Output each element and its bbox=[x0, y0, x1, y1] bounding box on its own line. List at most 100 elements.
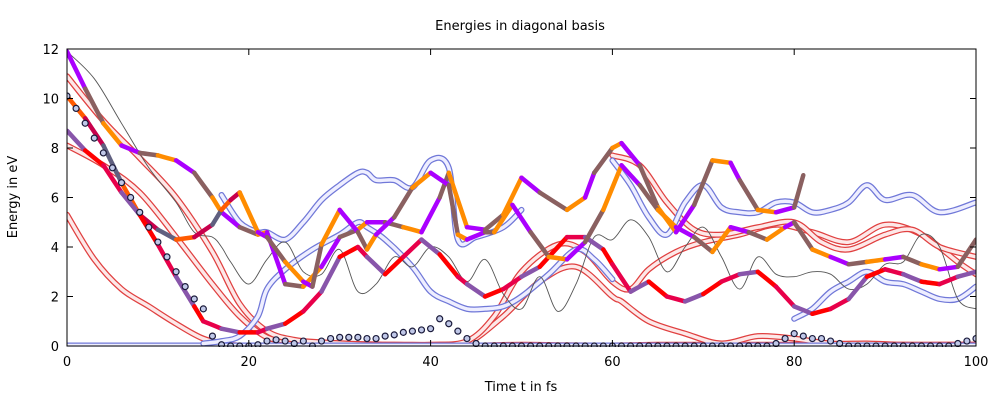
circle-marker bbox=[327, 334, 335, 343]
hot-segment bbox=[755, 269, 779, 289]
circle-marker bbox=[390, 331, 398, 339]
hot-segment bbox=[137, 150, 161, 158]
circle-marker bbox=[263, 337, 271, 345]
hot-segment bbox=[791, 172, 806, 210]
circle-marker bbox=[363, 334, 371, 343]
circle-marker bbox=[181, 283, 189, 291]
series-1-ribbon-red bbox=[67, 142, 976, 347]
circle-marker bbox=[372, 334, 380, 343]
series-5-ribbon-blue bbox=[200, 219, 616, 347]
circle-marker bbox=[108, 164, 117, 172]
x-tick-label: 0 bbox=[63, 355, 71, 370]
circle-marker bbox=[417, 326, 426, 334]
axis-ticks: 0 20 40 60 80 100 0 2 4 6 8 10 12 bbox=[42, 43, 988, 370]
circle-marker bbox=[290, 339, 298, 347]
hot-segment bbox=[173, 158, 197, 176]
x-tick-label: 20 bbox=[241, 355, 258, 370]
hot-segment bbox=[364, 232, 379, 252]
hot-segment bbox=[937, 264, 961, 272]
y-tick-label: 0 bbox=[51, 340, 59, 355]
hot-segment bbox=[664, 294, 688, 304]
circle-marker bbox=[281, 337, 289, 345]
hot-segment bbox=[546, 254, 570, 262]
hot-segment bbox=[419, 237, 442, 257]
hot-segment bbox=[601, 247, 615, 267]
hot-segment bbox=[446, 170, 470, 230]
hot-segment bbox=[682, 291, 706, 304]
circle-marker bbox=[99, 149, 107, 157]
y-tick-label: 6 bbox=[51, 192, 59, 207]
series-9-thin bbox=[67, 51, 976, 312]
hot-segment bbox=[882, 254, 906, 262]
series-13-hot bbox=[237, 163, 976, 289]
circle-marker bbox=[345, 333, 353, 341]
ribbon-core bbox=[67, 74, 976, 347]
hot-segment bbox=[301, 289, 324, 314]
hot-segment bbox=[282, 309, 306, 326]
circle-marker bbox=[826, 337, 835, 345]
circle-marker bbox=[72, 104, 80, 113]
circle-marker bbox=[81, 119, 89, 127]
circle-marker bbox=[208, 332, 217, 340]
hot-segment bbox=[364, 254, 388, 277]
circle-marker bbox=[199, 305, 207, 313]
hot-segment bbox=[282, 281, 306, 289]
hot-segment bbox=[391, 185, 415, 220]
hot-segment bbox=[310, 242, 324, 289]
circle-marker bbox=[172, 268, 180, 276]
circle-marker bbox=[436, 315, 444, 323]
hot-segment bbox=[719, 271, 742, 284]
circle-marker bbox=[972, 334, 976, 343]
series-8-ribbon-blue bbox=[791, 268, 976, 322]
hot-segment bbox=[810, 247, 833, 260]
circle-marker bbox=[145, 223, 153, 231]
circle-marker bbox=[427, 325, 435, 333]
hot-segment bbox=[173, 234, 197, 242]
series-7-ribbon-blue bbox=[609, 157, 976, 238]
hot-segment bbox=[601, 163, 624, 213]
hot-segment bbox=[646, 279, 670, 299]
circle-marker bbox=[963, 337, 971, 345]
hot-segment bbox=[764, 224, 788, 242]
circle-marker bbox=[817, 334, 826, 343]
hot-segment bbox=[537, 234, 570, 270]
x-tick-label: 80 bbox=[786, 355, 803, 370]
x-tick-label: 60 bbox=[604, 355, 621, 370]
hot-segment bbox=[746, 229, 770, 242]
hot-segment bbox=[155, 153, 179, 163]
circle-marker bbox=[472, 339, 480, 347]
hot-segment bbox=[955, 237, 976, 270]
hot-segment bbox=[264, 321, 288, 331]
y-tick-label: 4 bbox=[51, 241, 59, 256]
hot-segment bbox=[901, 271, 924, 284]
series-10-hot bbox=[67, 49, 806, 289]
hot-segment bbox=[237, 190, 261, 235]
circle-marker bbox=[127, 193, 135, 202]
hot-segment bbox=[728, 160, 742, 183]
circle-marker bbox=[67, 92, 71, 100]
circle-marker bbox=[190, 295, 198, 303]
circle-marker bbox=[445, 320, 453, 328]
hot-segment bbox=[919, 262, 942, 272]
hot-segment bbox=[737, 177, 761, 213]
circle-marker bbox=[454, 327, 462, 335]
y-tick-label: 10 bbox=[42, 93, 59, 108]
circle-marker bbox=[354, 333, 362, 341]
hot-segment bbox=[401, 237, 424, 260]
hot-segment bbox=[955, 269, 976, 279]
hot-segment bbox=[519, 175, 542, 195]
hot-segment bbox=[755, 207, 779, 215]
hot-segment bbox=[67, 49, 88, 91]
x-tick-label: 40 bbox=[422, 355, 439, 370]
ribbon-core bbox=[792, 270, 976, 321]
hot-segment bbox=[828, 296, 851, 312]
y-tick-label: 12 bbox=[42, 43, 59, 58]
circle-marker bbox=[781, 334, 789, 343]
hot-segment bbox=[691, 158, 715, 208]
hot-segment bbox=[537, 190, 570, 213]
y-tick-label: 2 bbox=[51, 291, 59, 306]
circle-marker bbox=[772, 339, 780, 347]
hot-segment bbox=[846, 259, 870, 267]
hot-segment bbox=[173, 274, 197, 309]
